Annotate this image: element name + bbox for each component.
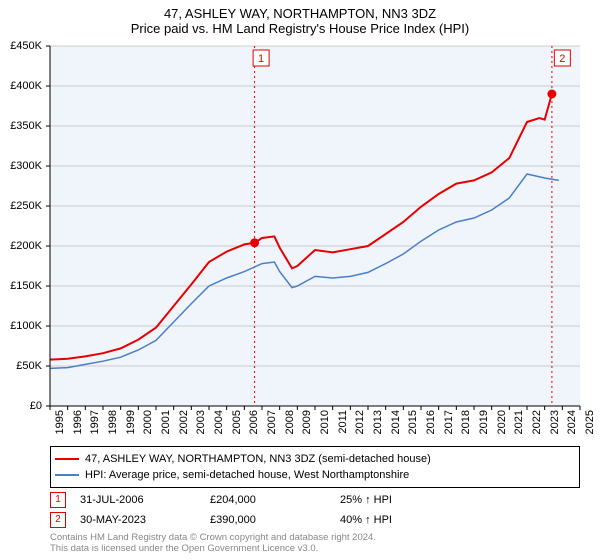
footer-attribution: Contains HM Land Registry data © Crown c… xyxy=(50,532,580,554)
x-axis-labels: 1995 1996 1997 1998 1999 2000 2001 2002 2003 2004… xyxy=(50,408,580,448)
x-tick-label: 1995 xyxy=(54,410,66,434)
x-tick-label: 2010 xyxy=(319,410,331,434)
x-tick-label: 2024 xyxy=(566,410,578,434)
y-tick-label: £400K xyxy=(10,80,42,92)
transactions-legend: 1 31-JUL-2006 £204,000 25% ↑ HPI 2 30-MA… xyxy=(50,490,580,530)
x-tick-label: 2004 xyxy=(213,410,225,434)
y-tick-label: £50K xyxy=(16,360,42,372)
marker-box-1: 1 xyxy=(50,492,66,508)
footer-line-2: This data is licensed under the Open Gov… xyxy=(50,543,580,554)
transaction-date-2: 30-MAY-2023 xyxy=(80,510,210,530)
x-tick-label: 2008 xyxy=(284,410,296,434)
x-tick-label: 2014 xyxy=(390,410,402,434)
svg-text:1: 1 xyxy=(258,53,264,65)
y-tick-label: £0 xyxy=(30,400,42,412)
y-tick-label: £250K xyxy=(10,200,42,212)
legend-label-1: 47, ASHLEY WAY, NORTHAMPTON, NN3 3DZ (se… xyxy=(85,451,431,467)
chart-container: 47, ASHLEY WAY, NORTHAMPTON, NN3 3DZ Pri… xyxy=(0,0,600,560)
x-tick-label: 2020 xyxy=(496,410,508,434)
transaction-row-2: 2 30-MAY-2023 £390,000 40% ↑ HPI xyxy=(50,510,580,530)
x-tick-label: 1998 xyxy=(107,410,119,434)
y-axis-labels: £0 £50K £100K £150K £200K £250K £300K £350K £400… xyxy=(0,40,46,410)
y-tick-label: £100K xyxy=(10,320,42,332)
x-tick-label: 2015 xyxy=(407,410,419,434)
transaction-delta-1: 25% ↑ HPI xyxy=(340,490,470,510)
legend-row-series-1: 47, ASHLEY WAY, NORTHAMPTON, NN3 3DZ (se… xyxy=(55,451,575,467)
marker-box-2: 2 xyxy=(50,512,66,528)
x-tick-label: 2023 xyxy=(549,410,561,434)
x-tick-label: 2017 xyxy=(443,410,455,434)
y-tick-label: £300K xyxy=(10,160,42,172)
x-tick-label: 1997 xyxy=(89,410,101,434)
footer-line-1: Contains HM Land Registry data © Crown c… xyxy=(50,532,580,543)
x-tick-label: 2021 xyxy=(513,410,525,434)
y-tick-label: £450K xyxy=(10,40,42,52)
legend-row-series-2: HPI: Average price, semi-detached house,… xyxy=(55,467,575,483)
x-tick-label: 2001 xyxy=(160,410,172,434)
chart-title-main: 47, ASHLEY WAY, NORTHAMPTON, NN3 3DZ xyxy=(0,0,600,21)
x-tick-label: 2016 xyxy=(425,410,437,434)
x-tick-label: 1996 xyxy=(72,410,84,434)
x-tick-label: 2009 xyxy=(301,410,313,434)
x-tick-label: 2005 xyxy=(231,410,243,434)
chart-title-sub: Price paid vs. HM Land Registry's House … xyxy=(0,21,600,42)
legend-label-2: HPI: Average price, semi-detached house,… xyxy=(85,467,409,483)
svg-text:2: 2 xyxy=(559,53,565,65)
x-tick-label: 2006 xyxy=(248,410,260,434)
y-tick-label: £200K xyxy=(10,240,42,252)
x-tick-label: 2000 xyxy=(142,410,154,434)
x-tick-label: 1999 xyxy=(125,410,137,434)
x-tick-label: 2007 xyxy=(266,410,278,434)
x-tick-label: 2013 xyxy=(372,410,384,434)
x-tick-label: 2003 xyxy=(195,410,207,434)
series-legend: 47, ASHLEY WAY, NORTHAMPTON, NN3 3DZ (se… xyxy=(50,446,580,488)
x-tick-label: 2002 xyxy=(178,410,190,434)
transaction-delta-2: 40% ↑ HPI xyxy=(340,510,470,530)
transaction-price-2: £390,000 xyxy=(210,510,340,530)
transaction-row-1: 1 31-JUL-2006 £204,000 25% ↑ HPI xyxy=(50,490,580,510)
x-tick-label: 2011 xyxy=(337,410,349,434)
x-tick-label: 2012 xyxy=(354,410,366,434)
x-tick-label: 2025 xyxy=(584,410,596,434)
x-tick-label: 2018 xyxy=(460,410,472,434)
plot-svg: 12 xyxy=(50,46,580,406)
y-tick-label: £350K xyxy=(10,120,42,132)
legend-swatch-2 xyxy=(55,474,79,476)
transaction-date-1: 31-JUL-2006 xyxy=(80,490,210,510)
transaction-price-1: £204,000 xyxy=(210,490,340,510)
plot-area: 12 xyxy=(50,46,580,406)
legend-swatch-1 xyxy=(55,458,79,460)
y-tick-label: £150K xyxy=(10,280,42,292)
x-tick-label: 2022 xyxy=(531,410,543,434)
x-tick-label: 2019 xyxy=(478,410,490,434)
